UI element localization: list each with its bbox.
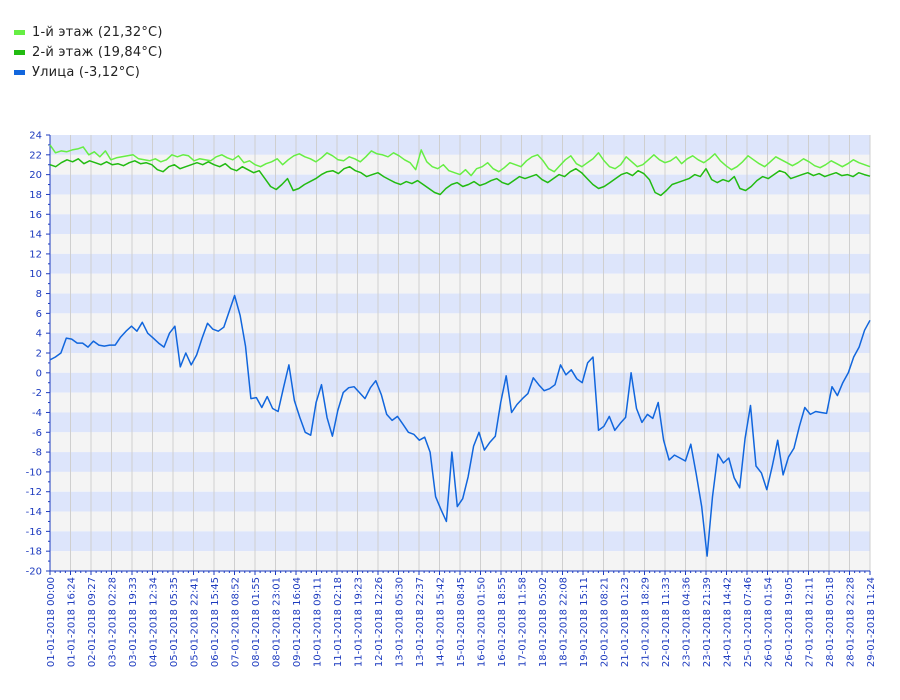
legend-item-floor-1[interactable]: 1-й этаж (21,32°C) bbox=[14, 22, 163, 42]
y-tick-label: 0 bbox=[36, 368, 42, 379]
y-tick-label: -18 bbox=[26, 547, 42, 558]
x-tick-label: 29-01-2018 11:24 bbox=[866, 577, 877, 667]
x-tick-label: 16-01-2018 18:55 bbox=[497, 577, 508, 667]
x-tick-label: 27-01-2018 12:11 bbox=[805, 577, 816, 667]
x-axis-ticks: 01-01-2018 00:00 01-01-2018 16:24 02-01-20… bbox=[46, 571, 877, 667]
y-tick-label: -14 bbox=[26, 507, 42, 518]
y-tick-label: -20 bbox=[26, 567, 42, 578]
series-line-1 bbox=[49, 158, 871, 197]
y-tick-label: 24 bbox=[29, 131, 42, 142]
y-tick-label: -8 bbox=[32, 448, 42, 459]
x-tick-label: 03-01-2018 02:28 bbox=[108, 577, 119, 667]
x-tick-label: 08-01-2018 23:01 bbox=[272, 577, 283, 667]
y-axis-ticks: 242220181614121086420-2-4-6-8-10-12-14-1… bbox=[26, 131, 50, 578]
x-tick-label: 11-01-2018 19:23 bbox=[354, 577, 365, 667]
y-tick-label: 2 bbox=[36, 349, 42, 360]
y-tick-label: 20 bbox=[29, 170, 42, 181]
x-tick-label: 13-01-2018 05:30 bbox=[395, 577, 406, 667]
legend-swatch-street bbox=[14, 69, 25, 75]
x-tick-label: 24-01-2018 14:42 bbox=[723, 577, 734, 667]
x-tick-label: 12-01-2018 12:26 bbox=[374, 577, 385, 667]
y-tick-label: -10 bbox=[26, 467, 42, 478]
y-tick-label: 18 bbox=[29, 190, 42, 201]
series-line-2 bbox=[49, 294, 871, 557]
x-tick-label: 17-01-2018 11:58 bbox=[518, 577, 529, 667]
x-tick-label: 16-01-2018 01:50 bbox=[477, 577, 488, 667]
x-tick-label: 23-01-2018 21:39 bbox=[702, 577, 713, 667]
x-tick-label: 10-01-2018 09:11 bbox=[313, 577, 324, 667]
y-tick-label: -16 bbox=[26, 527, 42, 538]
x-tick-label: 26-01-2018 19:05 bbox=[784, 577, 795, 667]
x-tick-label: 09-01-2018 16:04 bbox=[292, 577, 303, 667]
y-tick-label: 6 bbox=[36, 309, 42, 320]
y-tick-label: 22 bbox=[29, 150, 42, 161]
x-tick-label: 01-01-2018 16:24 bbox=[67, 577, 78, 667]
y-tick-label: -12 bbox=[26, 487, 42, 498]
legend-swatch-floor-1 bbox=[14, 29, 25, 35]
x-tick-label: 22-01-2018 11:33 bbox=[661, 577, 672, 667]
x-tick-label: 18-01-2018 22:08 bbox=[559, 577, 570, 667]
x-tick-label: 21-01-2018 01:23 bbox=[620, 577, 631, 667]
y-tick-label: -4 bbox=[32, 408, 42, 419]
x-tick-label: 21-01-2018 18:29 bbox=[641, 577, 652, 667]
legend-label-street: Улица (-3,12°C) bbox=[32, 64, 140, 80]
series-line-0 bbox=[49, 144, 871, 177]
x-tick-label: 05-01-2018 05:35 bbox=[169, 577, 180, 667]
x-tick-label: 14-01-2018 15:42 bbox=[436, 577, 447, 667]
y-tick-label: 14 bbox=[29, 230, 42, 241]
y-tick-label: -2 bbox=[32, 388, 42, 399]
legend-label-floor-2: 2-й этаж (19,84°C) bbox=[32, 44, 163, 60]
x-tick-label: 05-01-2018 22:41 bbox=[190, 577, 201, 667]
x-tick-label: 01-01-2018 00:00 bbox=[46, 577, 57, 667]
y-tick-label: 10 bbox=[29, 269, 42, 280]
y-tick-label: 12 bbox=[29, 249, 42, 260]
legend: 1-й этаж (21,32°C) 2-й этаж (19,84°C) Ул… bbox=[14, 22, 163, 82]
x-tick-label: 07-01-2018 08:52 bbox=[231, 577, 242, 667]
x-tick-label: 20-01-2018 08:21 bbox=[600, 577, 611, 667]
x-tick-label: 11-01-2018 02:18 bbox=[333, 577, 344, 667]
y-tick-label: 16 bbox=[29, 210, 42, 221]
x-tick-label: 08-01-2018 01:55 bbox=[251, 577, 262, 667]
y-tick-label: 4 bbox=[36, 329, 42, 340]
x-tick-label: 19-01-2018 15:11 bbox=[579, 577, 590, 667]
x-tick-label: 03-01-2018 19:33 bbox=[128, 577, 139, 667]
x-tick-label: 06-01-2018 15:45 bbox=[210, 577, 221, 667]
legend-label-floor-1: 1-й этаж (21,32°C) bbox=[32, 24, 163, 40]
x-tick-label: 28-01-2018 22:28 bbox=[846, 577, 857, 667]
legend-item-floor-2[interactable]: 2-й этаж (19,84°C) bbox=[14, 42, 163, 62]
x-tick-label: 23-01-2018 04:36 bbox=[682, 577, 693, 667]
x-tick-label: 15-01-2018 08:45 bbox=[456, 577, 467, 667]
x-tick-label: 26-01-2018 01:54 bbox=[764, 577, 775, 667]
x-tick-label: 13-01-2018 22:37 bbox=[415, 577, 426, 667]
legend-item-street[interactable]: Улица (-3,12°C) bbox=[14, 62, 163, 82]
x-tick-label: 04-01-2018 12:34 bbox=[149, 577, 160, 667]
x-tick-label: 25-01-2018 07:46 bbox=[743, 577, 754, 667]
x-tick-label: 18-01-2018 05:02 bbox=[538, 577, 549, 667]
vertical-grid bbox=[49, 135, 871, 571]
x-tick-label: 28-01-2018 05:18 bbox=[825, 577, 836, 667]
legend-swatch-floor-2 bbox=[14, 49, 25, 55]
y-tick-label: 8 bbox=[36, 289, 42, 300]
series-lines bbox=[49, 144, 871, 557]
x-tick-label: 02-01-2018 09:27 bbox=[87, 577, 98, 667]
y-tick-label: -6 bbox=[32, 428, 42, 439]
